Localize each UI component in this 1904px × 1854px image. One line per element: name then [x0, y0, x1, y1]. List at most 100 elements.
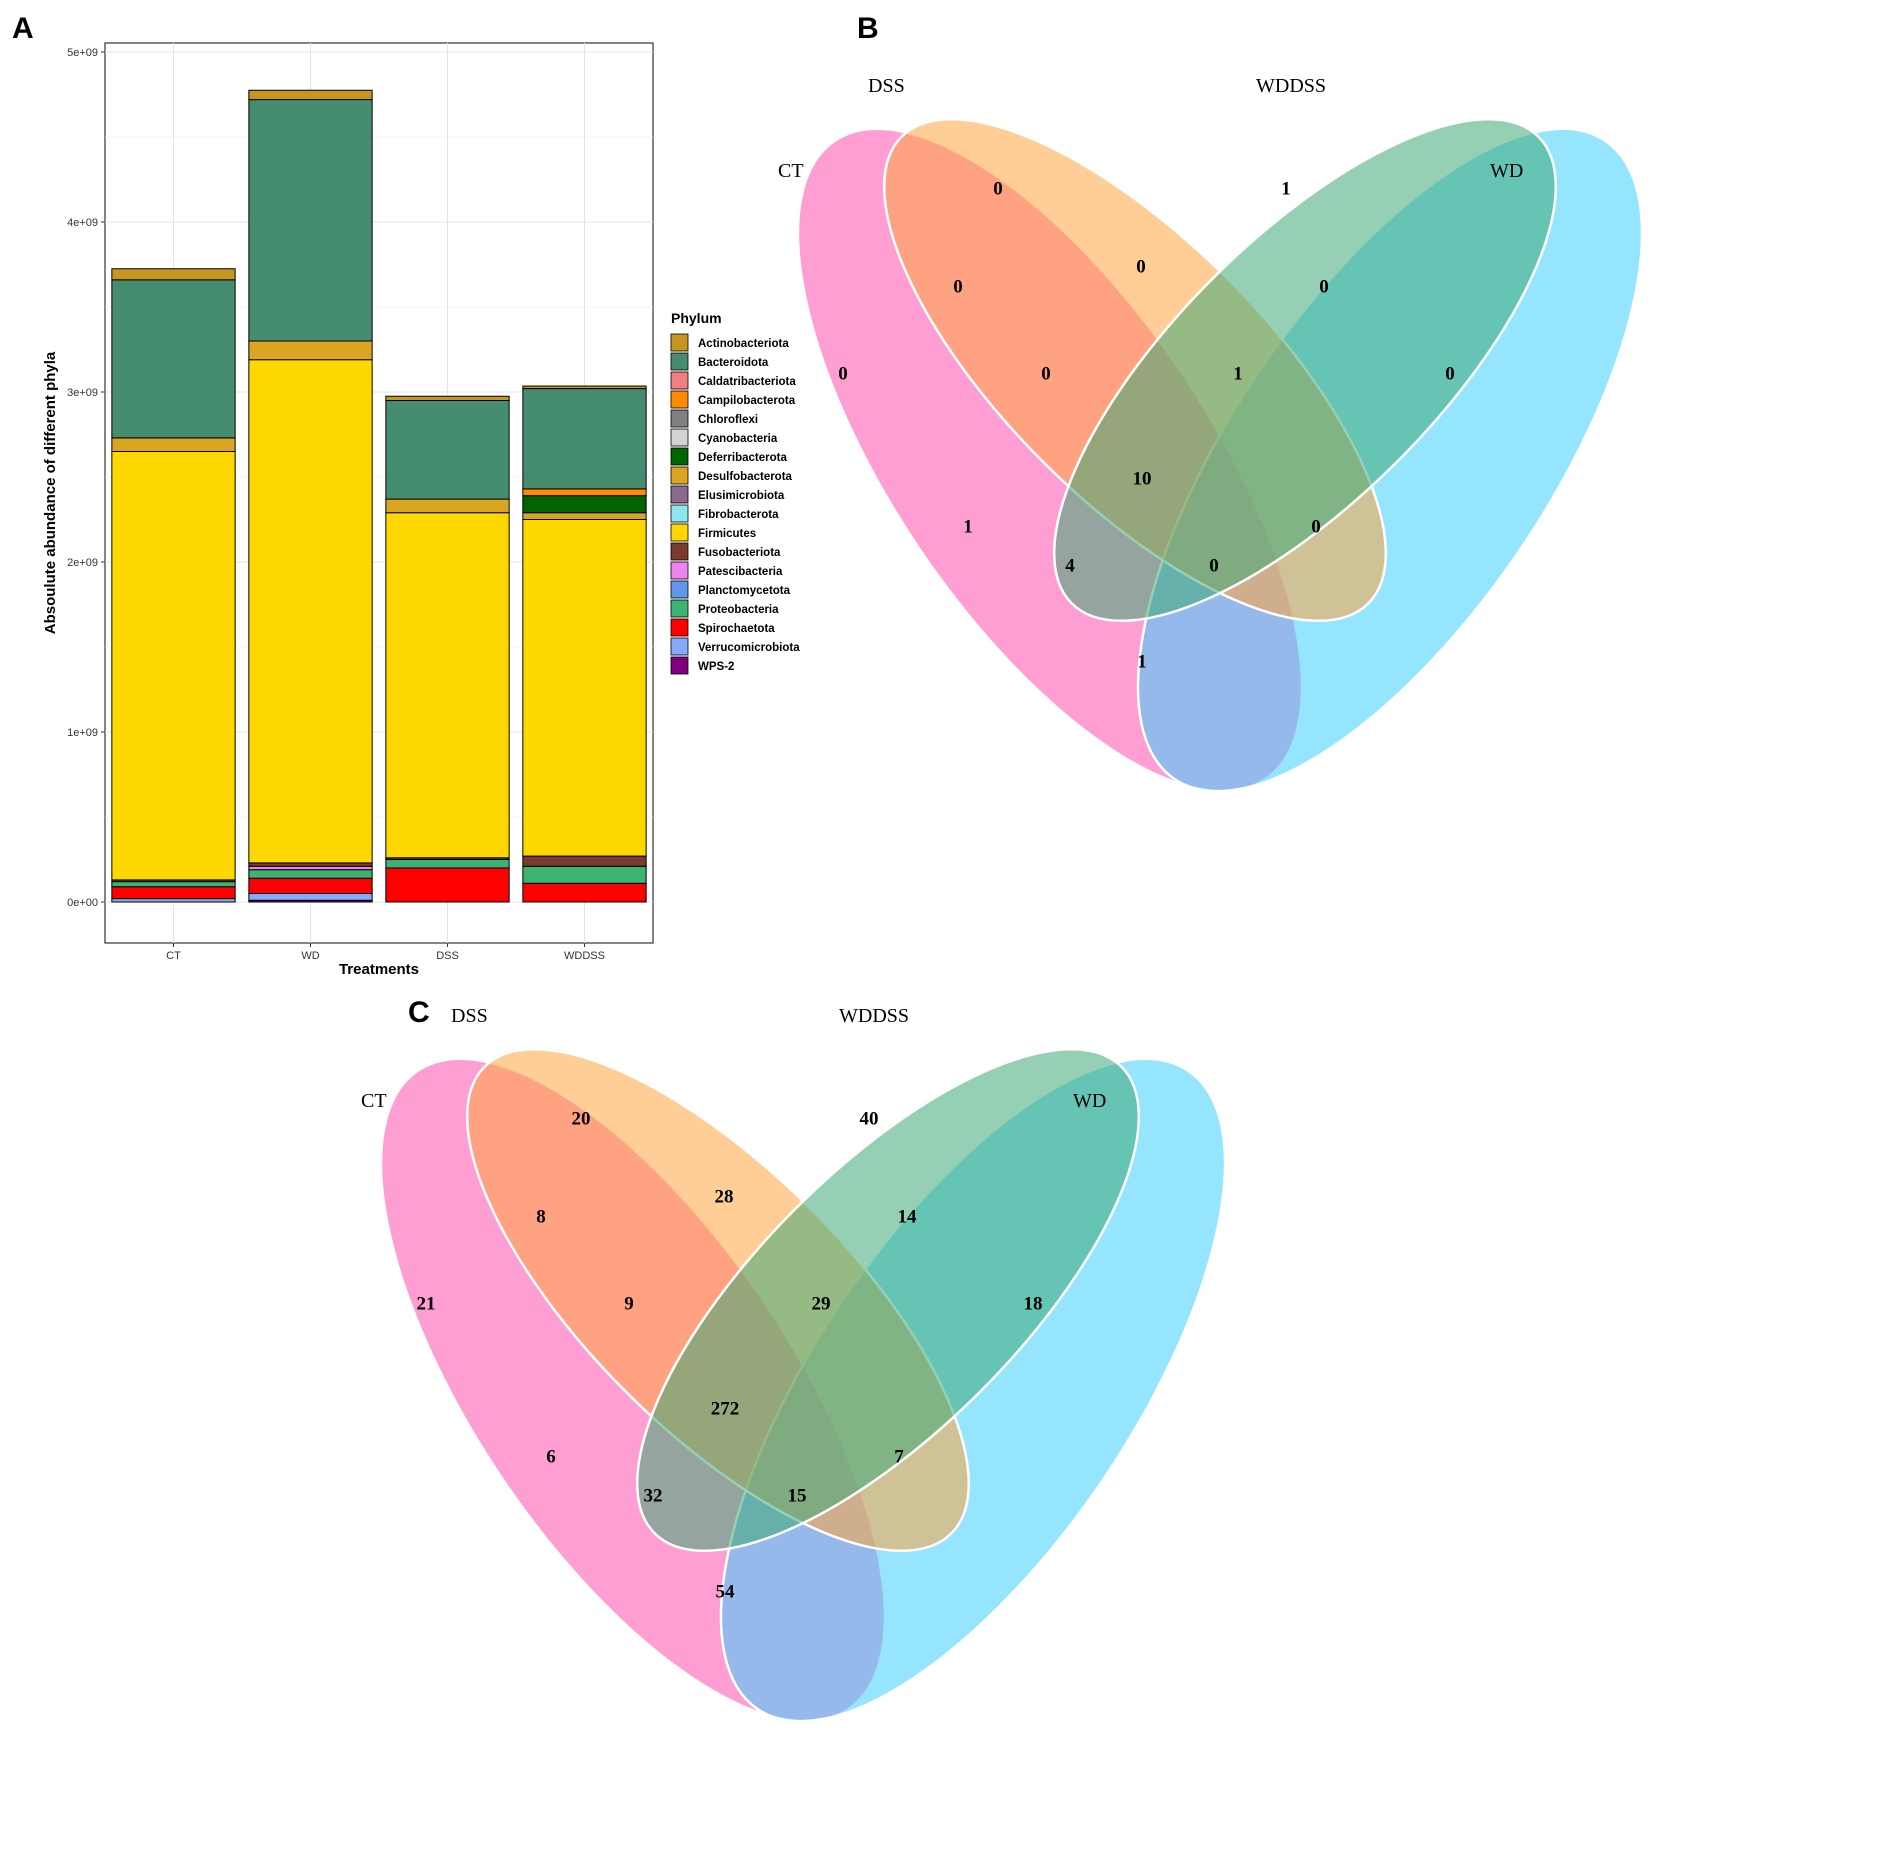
legend-label: Spirochaetota — [698, 623, 775, 635]
y-tick-label: 1e+09 — [67, 727, 98, 739]
venn-region-ct-dss: 8 — [536, 1206, 546, 1227]
venn-content: CT DSS WDDSS WD 21 20 40 18 8 28 14 9 29 272 6 7 32 15 54 — [361, 1005, 1227, 1723]
venn-set-label-ct: CT — [778, 160, 804, 182]
bar-segment-wd-bacteroidota — [248, 99, 373, 342]
venn-region-dss-wd: 7 — [894, 1446, 904, 1467]
legend-swatch — [670, 466, 689, 485]
legend-label: Caldatribacteriota — [698, 376, 796, 388]
legend-label: WPS-2 — [698, 661, 734, 673]
y-axis: 0e+00 1e+09 2e+09 3e+09 4e+09 5e+09 — [67, 47, 105, 909]
y-tick-label: 5e+09 — [67, 47, 98, 59]
bar-chart: 0e+00 1e+09 2e+09 3e+09 4e+09 5e+09 CT WD DSS WD… — [42, 42, 800, 978]
bar-segment-wddss-spirochaetota — [522, 882, 647, 903]
venn-region-wddss-wd: 0 — [1319, 276, 1329, 297]
venn-region-ct-dss: 0 — [953, 276, 963, 297]
venn-set-label-dss: DSS — [868, 75, 905, 97]
y-axis-title: Absoulute abundance of different phyla — [42, 351, 59, 634]
legend-label: Deferribacterota — [698, 452, 787, 464]
venn-set-label-wd: WD — [1073, 1090, 1106, 1112]
bar-segment-ct-verrucomicrobiota — [111, 898, 236, 903]
bar-segment-wd-firmicutes — [248, 359, 373, 864]
venn-region-ct: 0 — [838, 363, 848, 384]
bar-segment-wddss-bacteroidota — [522, 388, 647, 490]
bar-segment-wd-patescibacteria — [248, 865, 373, 871]
venn-region-dss-wddss: 0 — [1136, 256, 1146, 277]
legend-label: Chloroflexi — [698, 414, 758, 426]
legend-swatch — [670, 542, 689, 561]
venn-set-label-wddss: WDDSS — [1256, 75, 1326, 97]
bar-segment-wddss-firmicutes — [522, 519, 647, 857]
venn-region-dss-wddss-wd: 29 — [812, 1293, 831, 1314]
bar-segment-wddss-fusobacteriota — [522, 855, 647, 867]
venn-region-wd: 0 — [1445, 363, 1455, 384]
venn-set-label-wddss: WDDSS — [839, 1005, 909, 1027]
bar-segment-wd-actinobacteriota — [248, 89, 373, 101]
legend-title: Phylum — [671, 310, 722, 326]
legend: Phylum Actinobacteriota Bacteroidota Calda… — [670, 310, 800, 675]
panel-label-c: C — [408, 996, 430, 1029]
y-tick-label: 2e+09 — [67, 557, 98, 569]
y-tick-label: 3e+09 — [67, 387, 98, 399]
x-axis: CT WD DSS WDDSS — [166, 943, 605, 962]
panel-label-b: B — [857, 12, 879, 45]
legend-swatch — [670, 504, 689, 523]
legend-swatch — [670, 618, 689, 637]
legend-label: Proteobacteria — [698, 604, 779, 616]
venn-region-wddss: 40 — [860, 1108, 879, 1129]
venn-region-dss-wd: 0 — [1311, 516, 1321, 537]
legend-label: Patescibacteria — [698, 566, 783, 578]
venn-region-ct: 21 — [417, 1293, 436, 1314]
bar-segment-wddss-actinobacteriota — [522, 385, 647, 390]
bar-segment-wd-proteobacteria — [248, 869, 373, 879]
venn-set-wddss — [1052, 117, 1558, 623]
y-tick-label: 4e+09 — [67, 217, 98, 229]
venn-region-ct-dss-wd: 0 — [1209, 555, 1219, 576]
bar-segment-ct-proteobacteria — [111, 881, 236, 888]
bar-segment-dss-firmicutes — [385, 512, 510, 859]
venn-region-ct-wd: 1 — [1137, 651, 1147, 672]
legend-swatch — [670, 428, 689, 447]
bar-segment-dss-actinobacteriota — [385, 395, 510, 401]
legend-swatch — [670, 371, 689, 390]
bar-segment-dss-bacteroidota — [385, 400, 510, 500]
venn-region-dss: 0 — [993, 178, 1003, 199]
legend-swatch — [670, 656, 689, 675]
legend-label: Cyanobacteria — [698, 433, 778, 445]
panel-label-a: A — [12, 12, 34, 45]
bar-segment-wd-verrucomicrobiota — [248, 893, 373, 901]
legend-swatch — [670, 352, 689, 371]
legend-label: Desulfobacterota — [698, 471, 793, 483]
legend-label: Bacteroidota — [698, 357, 769, 369]
venn-region-ct-dss-wddss-wd: 10 — [1133, 468, 1152, 489]
venn-region-ct-dss-wddss-wd: 272 — [711, 1398, 740, 1419]
bar-segment-dss-proteobacteria — [385, 859, 510, 869]
venn-region-wddss: 1 — [1281, 178, 1291, 199]
legend-swatch — [670, 390, 689, 409]
venn-diagram-c: CT DSS WDDSS WD 21 20 40 18 8 28 14 9 29 272 6 7 32 15 54 — [361, 1005, 1227, 1723]
venn-region-wddss-wd: 14 — [898, 1206, 918, 1227]
venn-set-label-wd: WD — [1490, 160, 1523, 182]
bar-segment-ct-spirochaetota — [111, 886, 236, 900]
legend-swatch — [670, 409, 689, 428]
venn-region-dss: 20 — [572, 1108, 591, 1129]
bar-segment-wddss-desulfobacterota — [522, 512, 647, 521]
bar-segment-ct-desulfobacterota — [111, 437, 236, 452]
venn-set-wddss — [635, 1047, 1141, 1553]
bar-segment-wd-desulfobacterota — [248, 340, 373, 361]
bar-segment-wddss-deferribacterota — [522, 495, 647, 514]
legend-swatch — [670, 447, 689, 466]
venn-region-ct-dss-wd: 15 — [788, 1485, 807, 1506]
x-tick-label: CT — [166, 950, 181, 962]
legend-label: Planctomycetota — [698, 585, 791, 597]
venn-region-ct-dss-wddss: 0 — [1041, 363, 1051, 384]
legend-label: Actinobacteriota — [698, 338, 789, 350]
legend-label: Verrucomicrobiota — [698, 642, 800, 654]
y-tick-label: 0e+00 — [67, 897, 98, 909]
venn-region-ct-wddss: 6 — [546, 1446, 556, 1467]
x-tick-label: DSS — [436, 950, 459, 962]
legend-swatch — [670, 637, 689, 656]
legend-swatch — [670, 580, 689, 599]
